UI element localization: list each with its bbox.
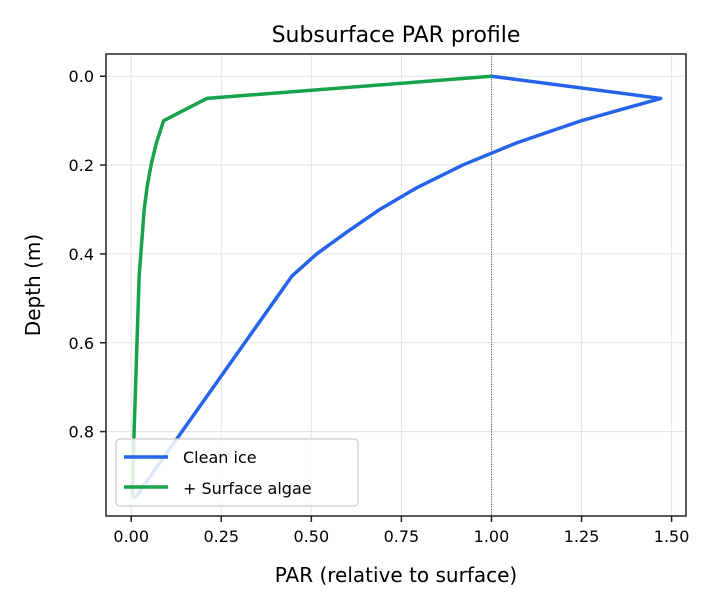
x-tick-label: 0.25 xyxy=(203,527,239,546)
series-line-1 xyxy=(130,74,492,499)
series-line-0 xyxy=(133,74,663,500)
x-axis-label: PAR (relative to surface) xyxy=(275,563,517,587)
plot-frame xyxy=(105,53,687,517)
chart-title: Subsurface PAR profile xyxy=(272,23,521,48)
y-tick-label: 0.8 xyxy=(69,423,94,442)
y-axis-label: Depth (m) xyxy=(21,234,45,336)
legend-box xyxy=(115,438,359,507)
x-tick-label: 1.50 xyxy=(654,527,690,546)
x-tick-label: 0.50 xyxy=(294,527,330,546)
x-tick-label: 0.00 xyxy=(113,527,149,546)
y-tick-label: 0.4 xyxy=(69,245,94,264)
x-tick-label: 0.75 xyxy=(384,527,420,546)
x-axis: 0.00 0.25 0.50 0.75 1.00 1.25 1.50 xyxy=(113,516,689,546)
y-tick-label: 0.6 xyxy=(69,334,94,353)
series-lines xyxy=(130,74,663,500)
legend-label-clean-ice: Clean ice xyxy=(183,448,257,467)
y-tick-label: 0.0 xyxy=(69,67,94,86)
legend: Clean ice + Surface algae xyxy=(115,438,359,507)
legend-label-surface-algae: + Surface algae xyxy=(183,479,312,498)
y-tick-label: 0.2 xyxy=(69,156,94,175)
x-tick-label: 1.25 xyxy=(564,527,600,546)
x-tick-label: 1.00 xyxy=(474,527,510,546)
y-axis: 0.0 0.2 0.4 0.6 0.8 xyxy=(69,67,106,442)
